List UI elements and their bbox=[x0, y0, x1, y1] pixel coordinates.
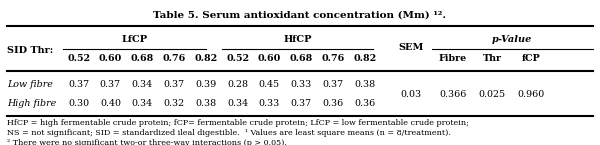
Text: High fibre: High fibre bbox=[7, 99, 56, 108]
Text: LfCP: LfCP bbox=[121, 35, 148, 44]
Text: 0.82: 0.82 bbox=[353, 54, 376, 63]
Text: 0.52: 0.52 bbox=[67, 54, 90, 63]
Text: Fibre: Fibre bbox=[439, 54, 467, 63]
Text: 0.82: 0.82 bbox=[194, 54, 217, 63]
Text: 0.36: 0.36 bbox=[354, 99, 376, 108]
Text: 0.68: 0.68 bbox=[131, 54, 154, 63]
Text: NS = not significant; SID = standardized ileal digestible.  ¹ Values are least s: NS = not significant; SID = standardized… bbox=[7, 129, 451, 137]
Text: 0.32: 0.32 bbox=[163, 99, 185, 108]
Text: HfCP = high fermentable crude protein; fCP= fermentable crude protein; LfCP = lo: HfCP = high fermentable crude protein; f… bbox=[7, 118, 469, 127]
Text: 0.03: 0.03 bbox=[400, 90, 422, 99]
Text: SID Thr:: SID Thr: bbox=[7, 46, 53, 55]
Text: Thr: Thr bbox=[482, 54, 502, 63]
Text: ² There were no significant two-or three-way interactions (p > 0.05).: ² There were no significant two-or three… bbox=[7, 139, 287, 145]
Text: 0.52: 0.52 bbox=[226, 54, 249, 63]
Text: 0.38: 0.38 bbox=[195, 99, 217, 108]
Text: 0.960: 0.960 bbox=[517, 90, 545, 99]
Text: 0.37: 0.37 bbox=[68, 80, 89, 89]
Text: 0.38: 0.38 bbox=[354, 80, 376, 89]
Text: 0.34: 0.34 bbox=[131, 99, 153, 108]
Text: 0.30: 0.30 bbox=[68, 99, 89, 108]
Text: 0.68: 0.68 bbox=[290, 54, 313, 63]
Text: 0.37: 0.37 bbox=[290, 99, 312, 108]
Text: fCP: fCP bbox=[521, 54, 541, 63]
Text: Table 5. Serum antioxidant concentration (Mm) ¹².: Table 5. Serum antioxidant concentration… bbox=[154, 10, 446, 19]
Text: 0.366: 0.366 bbox=[439, 90, 467, 99]
Text: 0.34: 0.34 bbox=[131, 80, 153, 89]
Text: Low fibre: Low fibre bbox=[7, 80, 53, 89]
Text: 0.28: 0.28 bbox=[227, 80, 248, 89]
Text: 0.37: 0.37 bbox=[322, 80, 344, 89]
Text: 0.36: 0.36 bbox=[322, 99, 344, 108]
Text: p-Value: p-Value bbox=[492, 35, 533, 44]
Text: 0.34: 0.34 bbox=[227, 99, 248, 108]
Text: SEM: SEM bbox=[398, 43, 424, 52]
Text: HfCP: HfCP bbox=[283, 35, 311, 44]
Text: 0.76: 0.76 bbox=[163, 54, 185, 63]
Text: 0.37: 0.37 bbox=[100, 80, 121, 89]
Text: 0.39: 0.39 bbox=[195, 80, 217, 89]
Text: 0.33: 0.33 bbox=[290, 80, 312, 89]
Text: 0.37: 0.37 bbox=[163, 80, 185, 89]
Text: 0.45: 0.45 bbox=[259, 80, 280, 89]
Text: 0.025: 0.025 bbox=[478, 90, 506, 99]
Text: 0.76: 0.76 bbox=[322, 54, 344, 63]
Text: 0.60: 0.60 bbox=[99, 54, 122, 63]
Text: 0.33: 0.33 bbox=[259, 99, 280, 108]
Text: 0.40: 0.40 bbox=[100, 99, 121, 108]
Text: 0.60: 0.60 bbox=[258, 54, 281, 63]
